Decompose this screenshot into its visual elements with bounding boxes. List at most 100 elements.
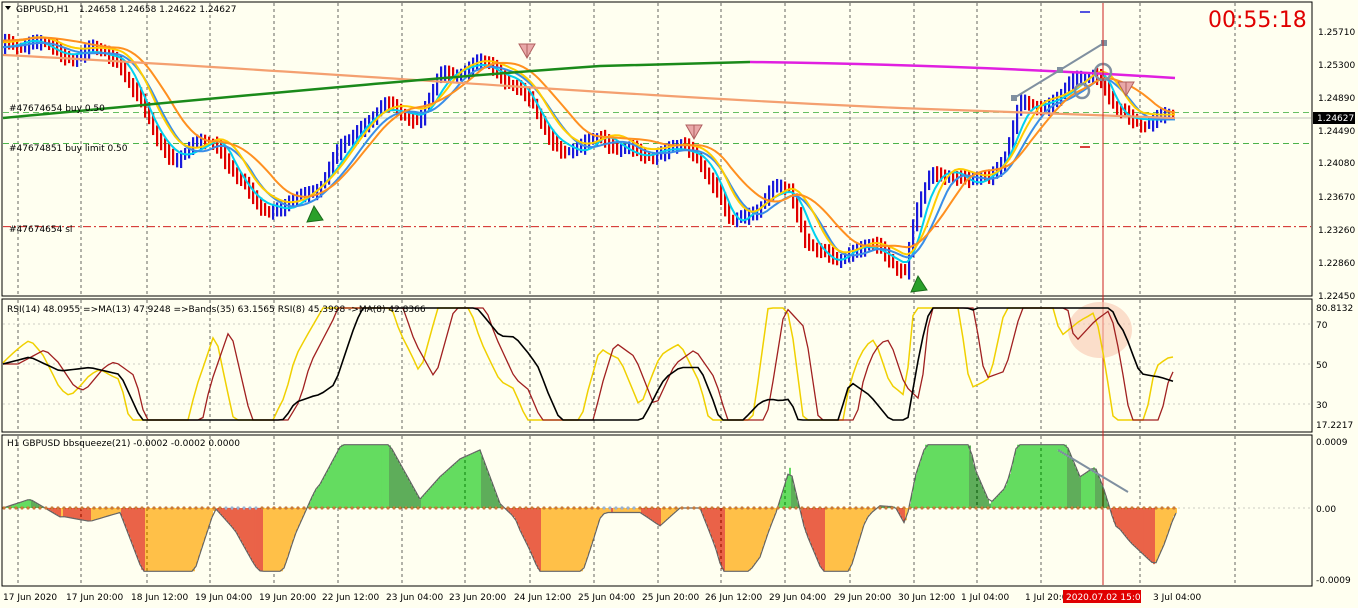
price-bar	[548, 124, 551, 145]
price-bar	[704, 160, 707, 180]
squeeze-dot	[38, 506, 42, 510]
price-bar	[124, 61, 127, 83]
squeeze-dot	[32, 506, 36, 510]
price-bar	[808, 233, 811, 251]
time-label: 23 Jun 20:00	[449, 593, 506, 603]
squeeze-dot	[176, 506, 180, 510]
rsi-panel[interactable]	[2, 302, 1174, 421]
squeeze-dot	[506, 506, 510, 510]
ohlc-label: 1.24658 1.24658 1.24622 1.24627	[79, 5, 236, 15]
price-bar	[116, 51, 119, 68]
price-tick: 1.23670	[1318, 193, 1355, 203]
highlight-blob	[1068, 302, 1132, 358]
price-bar	[896, 260, 899, 276]
symbol-label: GBPUSD,H1	[16, 5, 69, 15]
squeeze-panel[interactable]	[2, 444, 1177, 572]
price-bar	[676, 140, 679, 154]
ma-blue-line	[2, 41, 1175, 259]
price-bar	[1032, 99, 1035, 110]
squeeze-dot	[752, 506, 756, 510]
price-tick: 1.23260	[1318, 226, 1355, 236]
squeeze-dot	[200, 506, 204, 510]
squeeze-dot	[824, 506, 828, 510]
squeeze-dot	[446, 506, 450, 510]
price-bar	[204, 134, 207, 150]
squeeze-dot	[872, 506, 876, 510]
price-bar	[812, 239, 815, 252]
squeeze-dot	[344, 506, 348, 510]
price-bar	[1104, 75, 1107, 96]
price-bar	[404, 108, 407, 121]
squeeze-dot	[836, 506, 840, 510]
price-bar	[740, 210, 743, 223]
price-bar	[128, 71, 131, 88]
price-bar	[140, 87, 143, 108]
squeeze-dot	[440, 506, 444, 510]
squeeze-dot	[1040, 506, 1044, 510]
price-bar	[324, 172, 327, 189]
squeeze-dot	[830, 506, 834, 510]
price-bar	[1148, 118, 1151, 129]
price-bar	[248, 176, 251, 199]
squeeze-dot	[890, 506, 894, 510]
squeeze-dot	[1118, 506, 1122, 510]
price-bar	[720, 183, 723, 205]
squeeze-dot	[56, 506, 60, 510]
price-axis: 1.25710 1.25300 1.24890 1.24490 1.24080 …	[1313, 28, 1355, 302]
squeeze-dot	[1034, 506, 1038, 510]
squeeze-dot	[1016, 506, 1020, 510]
price-bar	[728, 202, 731, 224]
squeeze-dot	[314, 506, 318, 510]
order-label-buy-limit[interactable]: #47674851 buy limit 0.50	[9, 144, 128, 154]
squeeze-dot	[434, 506, 438, 510]
rsi-ma-line	[2, 307, 1174, 421]
price-bar	[1120, 103, 1123, 119]
price-bar	[436, 73, 439, 96]
squeeze-dot	[626, 506, 630, 510]
price-bar	[408, 110, 411, 126]
squeeze-dot	[320, 506, 324, 510]
squeeze-dot	[572, 506, 576, 510]
dropdown-arrow-icon[interactable]	[5, 6, 11, 10]
price-bar	[716, 177, 719, 198]
squeeze-dot	[170, 506, 174, 510]
price-bar	[196, 134, 199, 148]
time-label: 18 Jun 12:00	[131, 593, 188, 603]
rsi-fast-line	[2, 307, 1174, 421]
squeeze-dot	[260, 506, 264, 510]
price-bar	[796, 193, 799, 223]
time-label: 25 Jun 04:00	[578, 593, 635, 603]
rsi-title: RSI(14) 48.0955 =>MA(13) 47.9248 =>Bands…	[7, 305, 426, 315]
squeeze-dot	[866, 506, 870, 510]
squeeze-dot	[746, 506, 750, 510]
price-bar	[1020, 94, 1023, 116]
price-bar	[916, 202, 919, 232]
order-label-sl[interactable]: #47674654 sl	[9, 225, 72, 235]
price-bar	[892, 253, 895, 269]
order-label-buy[interactable]: #47674654 buy 0.50	[9, 104, 105, 114]
squeeze-dot	[92, 506, 96, 510]
squeeze-dot	[650, 506, 654, 510]
price-panel[interactable]	[2, 3, 1311, 585]
price-bar	[1000, 157, 1003, 177]
sell-arrow-icon	[518, 43, 536, 60]
price-bar	[588, 132, 591, 149]
price-bar	[328, 161, 331, 185]
squeeze-dot	[1082, 506, 1086, 510]
squeeze-dot	[1100, 506, 1104, 510]
squeeze-dot	[596, 506, 600, 510]
squeeze-dot	[302, 506, 306, 510]
squeeze-dot	[392, 506, 396, 510]
squeeze-dot	[668, 506, 672, 510]
ma-long-line	[2, 53, 1176, 120]
squeeze-dot	[608, 506, 612, 510]
price-bar	[72, 54, 75, 67]
price-bar	[784, 181, 787, 195]
price-bar	[76, 53, 79, 67]
price-bar	[840, 254, 843, 268]
price-bar	[312, 185, 315, 198]
price-bar	[532, 91, 535, 109]
price-bar	[900, 263, 903, 279]
price-bar	[928, 170, 931, 191]
